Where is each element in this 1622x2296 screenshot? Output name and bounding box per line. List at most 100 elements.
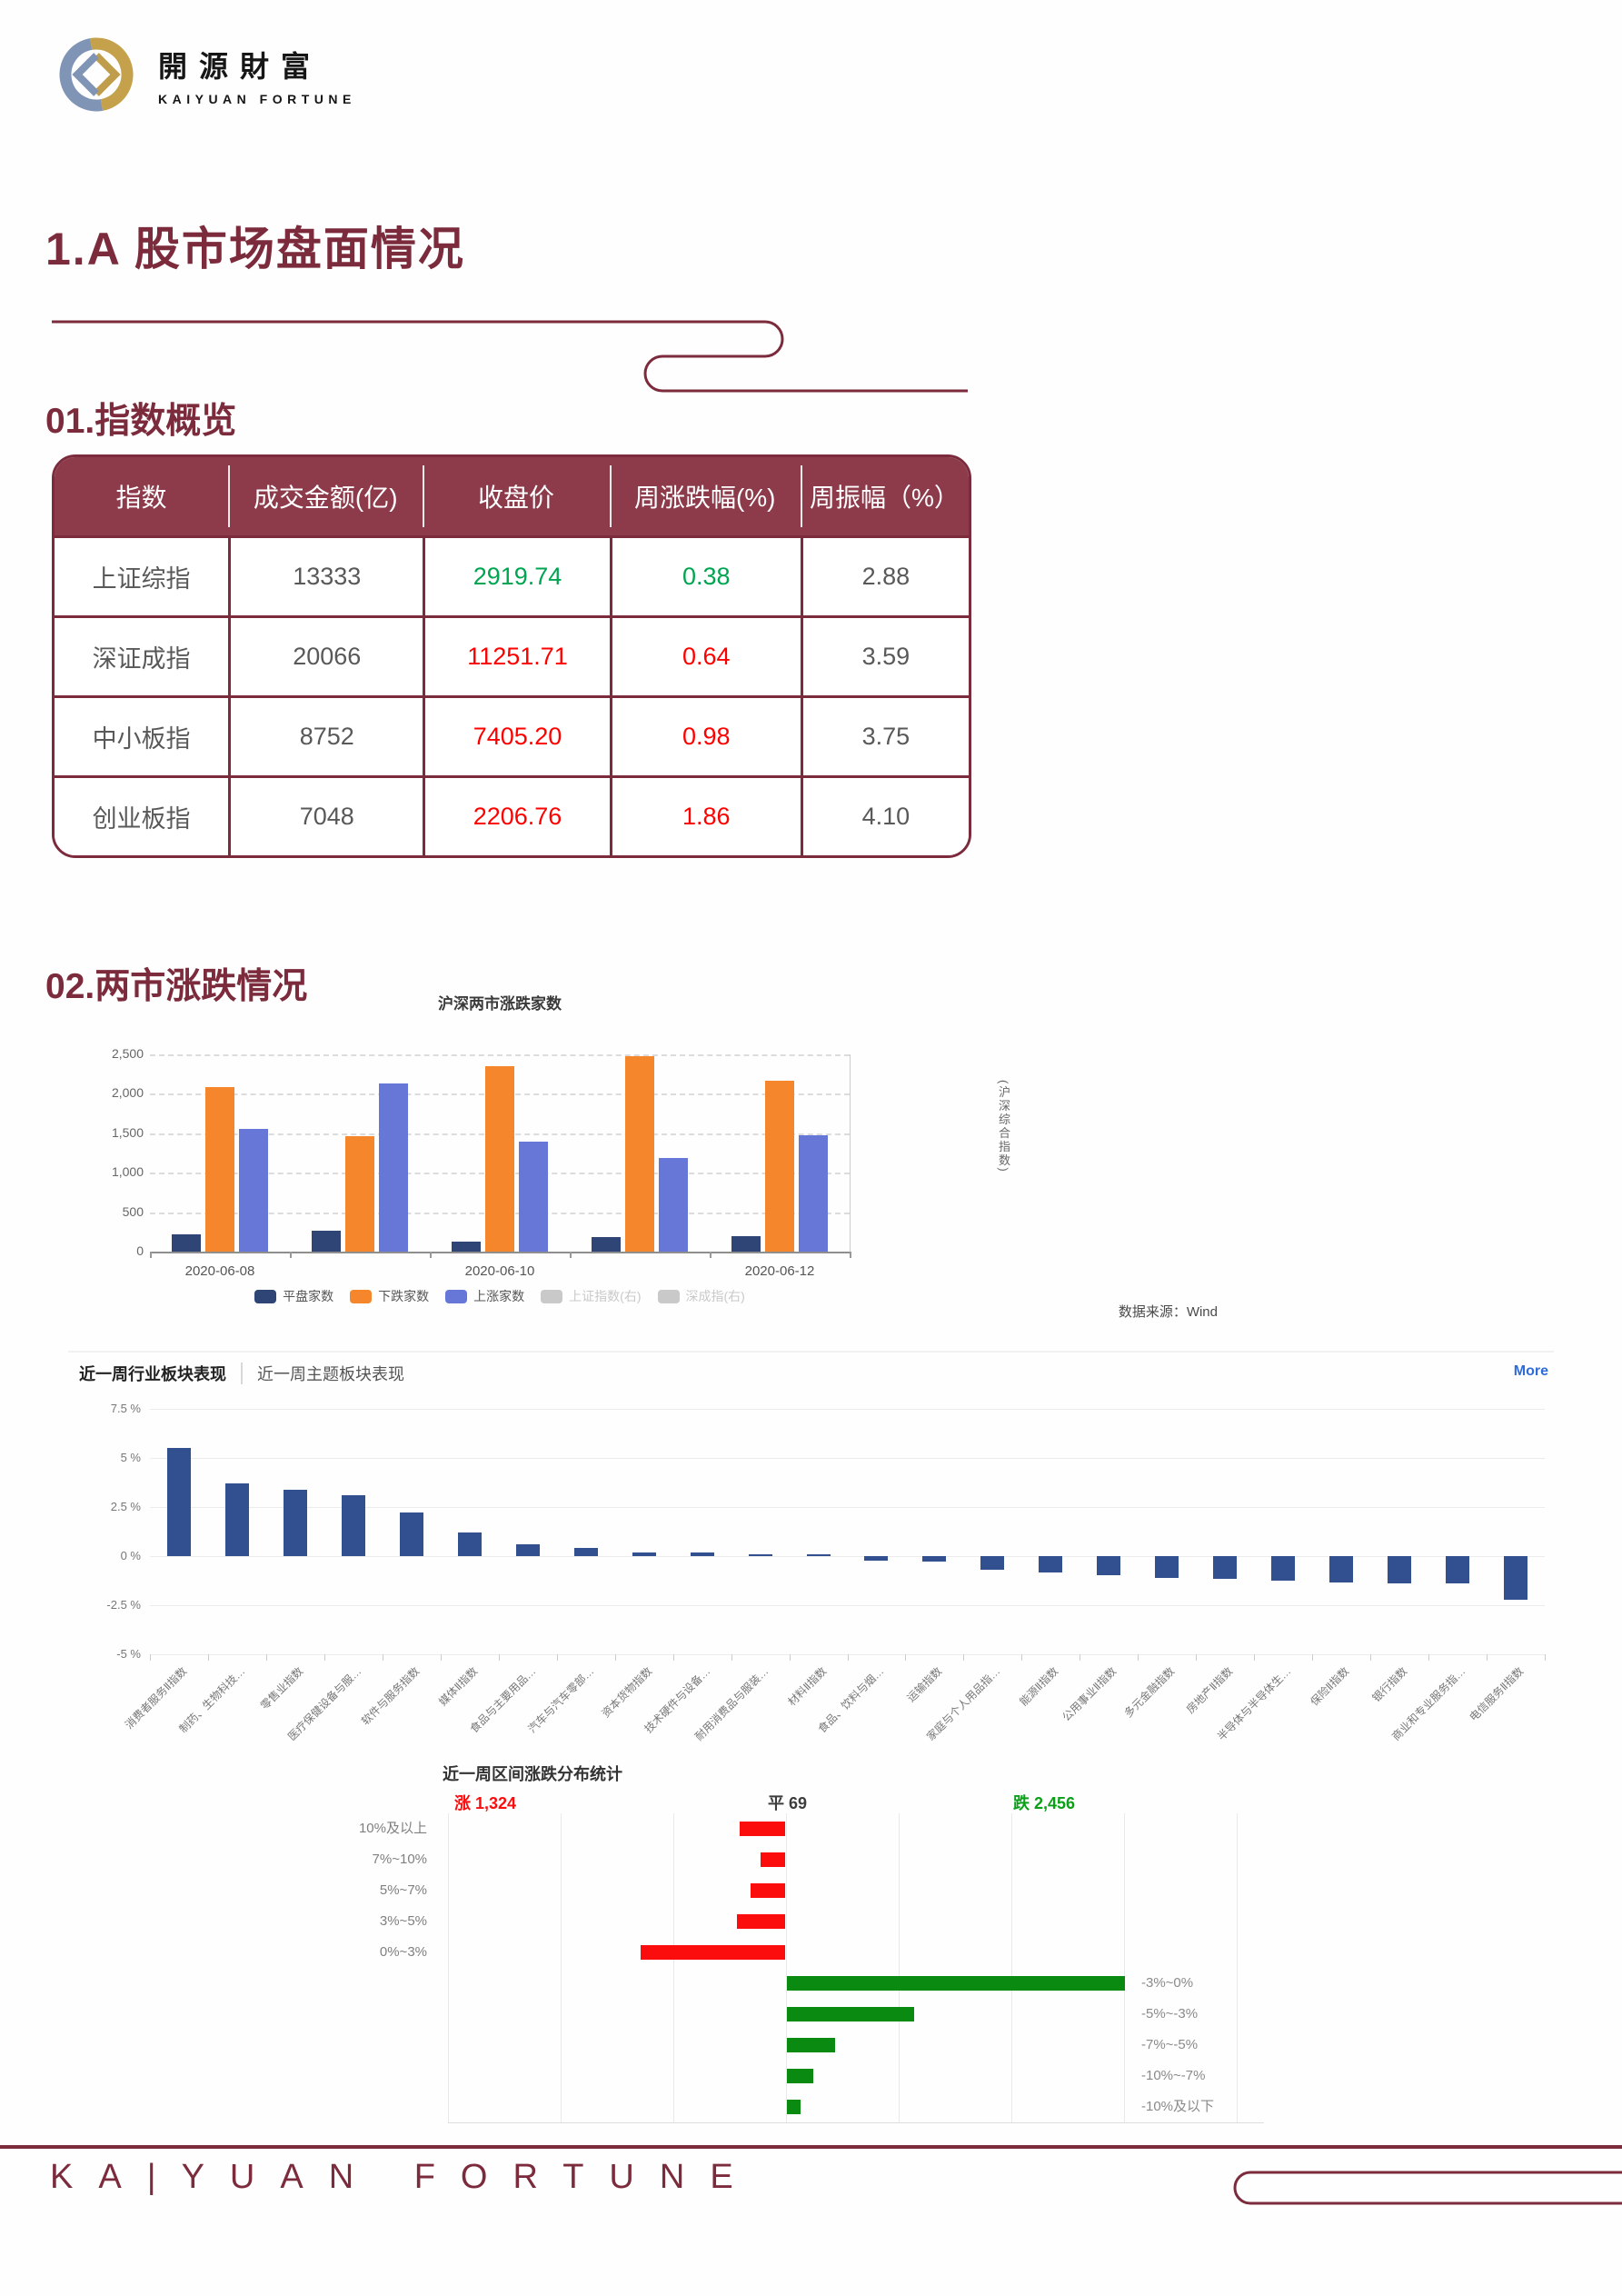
- y-gridline: [150, 1556, 1545, 1557]
- table-header-cell: 成交金额(亿): [228, 465, 423, 527]
- industry-performance-panel: 近一周行业板块表现 近一周主题板块表现 More 7.5 % 5 % 2.5 % 0 …: [68, 1351, 1554, 1825]
- industry-bar: [1039, 1556, 1063, 1572]
- rise-bar: [519, 1142, 548, 1252]
- x-axis-tick: [1196, 1654, 1198, 1661]
- down-count-bar: [787, 1976, 1125, 1991]
- updown-count-chart: 沪深两市涨跌家数 0 500 1,000 1,500 2,000 2,500 2020-06…: [91, 989, 1236, 1327]
- down-count-bar: [787, 2038, 835, 2052]
- legend-item[interactable]: 下跌家数: [350, 1287, 429, 1305]
- panel-tabs: 近一周行业板块表现 近一周主题板块表现: [79, 1362, 404, 1385]
- x-gridline: [673, 1813, 674, 2122]
- tab-industry-sector[interactable]: 近一周行业板块表现: [79, 1365, 226, 1383]
- y-gridline: [150, 1458, 1545, 1459]
- legend-label: 深成指(右): [685, 1289, 745, 1303]
- legend-swatch: [445, 1289, 468, 1303]
- x-gridline: [1124, 1813, 1125, 2122]
- legend-item[interactable]: 上涨家数: [445, 1287, 524, 1305]
- x-tick-label: 2020-06-12: [744, 1263, 815, 1279]
- table-header-cell: 周振幅（%）: [800, 465, 969, 527]
- y-gridline: [150, 1507, 1545, 1508]
- bottom-axis-line: [448, 2122, 1264, 2123]
- y-tick-label: 2,500: [111, 1046, 144, 1061]
- stat-down: 跌 2,456: [1013, 1794, 1076, 1812]
- legend-item-disabled[interactable]: 上证指数(右): [541, 1287, 642, 1305]
- y-gridline: [150, 1054, 850, 1056]
- x-gridline: [448, 1813, 449, 2122]
- industry-bar: [1446, 1556, 1470, 1583]
- legend-label: 下跌家数: [378, 1289, 430, 1303]
- legend-label: 平盘家数: [283, 1289, 334, 1303]
- right-axis-line: [850, 1054, 851, 1252]
- title-decoration-line: [52, 320, 968, 393]
- x-axis-tick: [847, 1654, 849, 1661]
- chart1-legend: 平盘家数 下跌家数 上涨家数 上证指数(右) 深成指(右): [150, 1287, 850, 1305]
- x-axis-tick: [323, 1654, 325, 1661]
- y-gridline: [150, 1409, 1545, 1410]
- x-axis-tick: [150, 1252, 152, 1258]
- x-tick-label: 2020-06-08: [184, 1263, 255, 1279]
- up-count-bar: [740, 1822, 785, 1836]
- range-label-down: -7%~-5%: [1141, 2037, 1199, 2052]
- y-tick-label: -5 %: [116, 1647, 141, 1661]
- table-header-row: 指数 成交金额(亿) 收盘价 周涨跌幅(%) 周振幅（%）: [55, 457, 969, 535]
- legend-swatch: [541, 1289, 563, 1303]
- table-row: 创业板指 7048 2206.76 1.86 4.10: [55, 775, 969, 855]
- y-gridline: [150, 1252, 850, 1253]
- up-count-bar: [761, 1852, 785, 1867]
- x-axis-tick: [150, 1654, 151, 1661]
- logo-text: 開源財富 KAIYUAN FORTUNE: [158, 44, 356, 106]
- fall-bar: [485, 1066, 514, 1252]
- brand-logo: 開源財富 KAIYUAN FORTUNE: [53, 31, 356, 118]
- legend-label: 上涨家数: [473, 1289, 525, 1303]
- x-axis-tick: [672, 1654, 674, 1661]
- x-gridline: [899, 1813, 900, 2122]
- more-link[interactable]: More: [1513, 1363, 1548, 1379]
- y-tick-label: 2.5 %: [110, 1500, 141, 1513]
- range-label-up: 3%~5%: [379, 1913, 427, 1929]
- industry-bar: [748, 1554, 772, 1556]
- table-header-cell: 指数: [115, 484, 167, 512]
- table-cell: 2.88: [800, 538, 969, 615]
- table-cell: 7405.20: [423, 698, 609, 775]
- flat-bar: [312, 1231, 341, 1252]
- logo-icon: [59, 37, 134, 112]
- x-axis-tick: [1428, 1654, 1430, 1661]
- x-axis-tick: [850, 1252, 851, 1258]
- legend-label: 上证指数(右): [569, 1289, 642, 1303]
- fall-bar: [205, 1087, 234, 1252]
- industry-bar: [573, 1548, 598, 1556]
- up-count-bar: [641, 1945, 785, 1960]
- x-axis-tick: [789, 1654, 791, 1661]
- x-tick-label: 2020-06-10: [464, 1263, 535, 1279]
- y-tick-label: 7.5 %: [110, 1402, 141, 1415]
- table-body: 上证综指 13333 2919.74 0.38 2.88 深证成指 20066 11251.7…: [55, 535, 969, 855]
- tab-theme-sector[interactable]: 近一周主题板块表现: [257, 1365, 404, 1383]
- chart1-right-axis-label: (沪深综合指数): [997, 1080, 1010, 1173]
- legend-item-disabled[interactable]: 深成指(右): [657, 1287, 745, 1305]
- y-tick-label: 0 %: [120, 1549, 141, 1562]
- x-axis-tick: [963, 1654, 965, 1661]
- table-cell: 0.38: [609, 538, 801, 615]
- chart3-title: 近一周区间涨跌分布统计: [443, 1765, 622, 1783]
- industry-bar: [690, 1552, 714, 1556]
- down-count-bar: [787, 2100, 801, 2114]
- table-cell: 11251.71: [423, 618, 609, 695]
- industry-bar: [864, 1556, 889, 1561]
- table-cell: 8752: [228, 698, 423, 775]
- y-tick-label: 1,000: [111, 1164, 144, 1180]
- x-axis-tick: [556, 1654, 558, 1661]
- range-label-down: -3%~0%: [1141, 1975, 1194, 1991]
- y-tick-label: -2.5 %: [106, 1598, 141, 1612]
- legend-item[interactable]: 平盘家数: [254, 1287, 333, 1305]
- industry-bar: [1388, 1556, 1412, 1583]
- tab-divider: [241, 1363, 243, 1384]
- table-cell: 3.59: [800, 618, 969, 695]
- table-header-cell: 周涨跌幅(%): [609, 465, 801, 527]
- industry-bar: [922, 1556, 947, 1562]
- x-gridline: [1237, 1813, 1238, 2122]
- x-axis-tick: [1312, 1654, 1314, 1661]
- x-axis-tick: [207, 1654, 209, 1661]
- x-gridline: [1011, 1813, 1012, 2122]
- rise-bar: [379, 1083, 408, 1252]
- y-tick-label: 500: [122, 1203, 144, 1219]
